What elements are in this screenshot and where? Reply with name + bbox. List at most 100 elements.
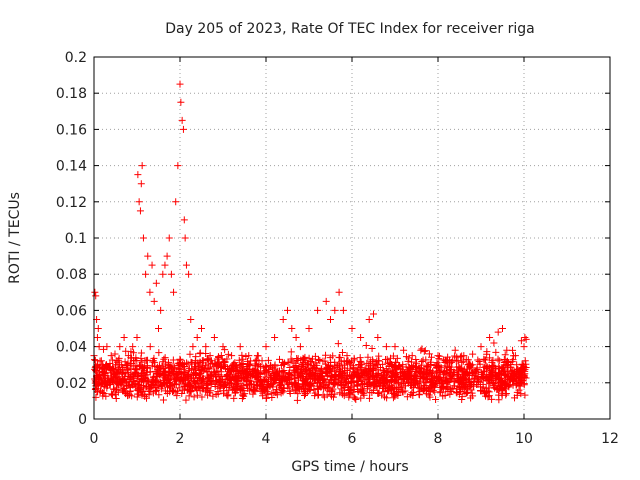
noise-point [293,369,301,377]
data-point [425,350,433,358]
noise-point [491,362,499,370]
noise-point [218,362,226,370]
data-point [253,352,261,360]
noise-point [315,391,323,399]
noise-point [182,396,190,404]
noise-point [356,354,364,362]
noise-point [249,390,257,398]
noise-point [153,369,161,377]
noise-point [457,387,465,395]
data-point [400,346,408,354]
data-point [178,116,186,124]
noise-point [292,359,300,367]
noise-point [488,395,496,403]
noise-point [277,382,285,390]
noise-point [383,355,391,363]
data-point [167,270,175,278]
noise-point [468,369,476,377]
noise-point [232,362,240,370]
noise-point [480,367,488,375]
noise-point [492,369,500,377]
noise-point [464,376,472,384]
noise-point [268,389,276,397]
noise-point [371,382,379,390]
noise-point [265,366,273,374]
noise-point [512,372,520,380]
noise-point [476,360,484,368]
noise-point [519,377,527,385]
data-point [271,334,279,342]
noise-point [213,378,221,386]
data-point [176,80,184,88]
noise-point [432,374,440,382]
noise-point [141,357,149,365]
noise-point [311,389,319,397]
noise-point [372,361,380,369]
noise-point [375,389,383,397]
data-point [142,270,150,278]
noise-point [190,370,198,378]
noise-point [456,353,464,361]
noise-point [159,396,167,404]
noise-point [108,391,116,399]
noise-point [184,360,192,368]
noise-point [205,375,213,383]
noise-point [426,367,434,375]
noise-point [453,389,461,397]
noise-point [169,356,177,364]
y-tick-label: 0 [78,412,87,428]
noise-point [281,360,289,368]
noise-point [169,369,177,377]
data-point [296,343,304,351]
data-point [163,252,171,260]
noise-point [186,379,194,387]
noise-point [288,383,296,391]
noise-point [131,369,139,377]
noise-point [354,373,362,381]
noise-point [426,378,434,386]
noise-point [329,385,337,393]
noise-point [198,357,206,365]
noise-point [495,363,503,371]
noise-point [375,389,383,397]
noise-point [447,366,455,374]
noise-point [164,358,172,366]
noise-point [131,383,139,391]
noise-point [251,366,259,374]
noise-point [469,350,477,358]
noise-point [348,357,356,365]
noise-point [217,376,225,384]
noise-point [417,365,425,373]
noise-point [393,354,401,362]
noise-point [305,354,313,362]
noise-point [402,363,410,371]
noise-point [163,390,171,398]
noise-point [233,377,241,385]
noise-point [133,377,141,385]
data-point [91,288,99,296]
noise-point [439,384,447,392]
noise-point [418,358,426,366]
noise-point [222,372,230,380]
noise-point [381,372,389,380]
noise-point [441,359,449,367]
noise-point [115,365,123,373]
noise-point [322,366,330,374]
data-point [148,261,156,269]
noise-point [373,374,381,382]
data-point [460,352,468,360]
noise-point [383,368,391,376]
noise-point [251,357,259,365]
data-point [490,339,498,347]
data-point [314,306,322,314]
noise-point [521,357,529,365]
noise-point [261,368,269,376]
data-point [339,306,347,314]
data-point [101,370,109,378]
noise-point [127,373,135,381]
noise-point [331,378,339,386]
noise-point [113,357,121,365]
noise-point [171,375,179,383]
noise-point [237,383,245,391]
noise-point [344,360,352,368]
